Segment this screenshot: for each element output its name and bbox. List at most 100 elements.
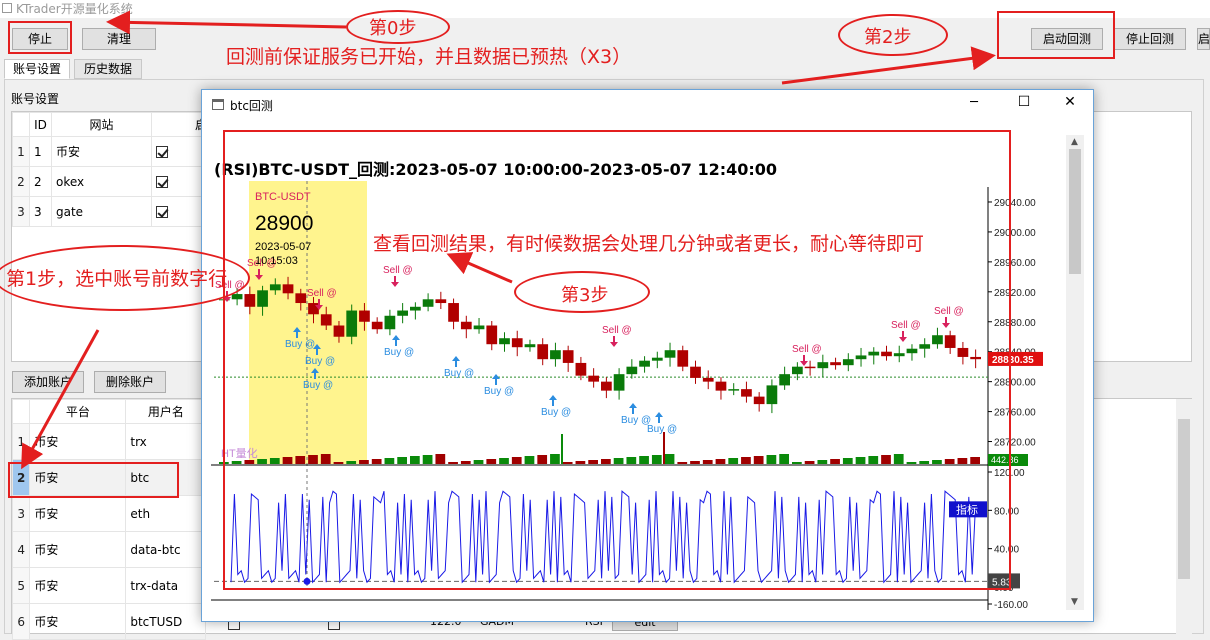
- account-id: 1: [29, 136, 52, 167]
- add-account-button[interactable]: 添加账户: [12, 371, 84, 393]
- tooltip-date: 2023-05-07: [255, 241, 311, 253]
- row-number[interactable]: 1: [11, 423, 31, 460]
- volume-bar: [613, 458, 624, 464]
- row-number[interactable]: 6: [11, 603, 31, 640]
- candle-body: [830, 362, 841, 366]
- tab-account-settings[interactable]: 账号设置: [4, 59, 70, 79]
- start-backtest-button[interactable]: 启动回测: [1031, 28, 1103, 50]
- crosshair-point: [303, 577, 311, 585]
- table-row[interactable]: 3 3 gate: [12, 196, 212, 227]
- stop-button[interactable]: 停止: [12, 28, 68, 50]
- indicator-value: 5.83: [992, 577, 1012, 588]
- volume-bar: [881, 455, 891, 464]
- buy-arrow-icon: [549, 395, 557, 406]
- enabled-checkbox[interactable]: [156, 146, 168, 158]
- candle-body: [550, 350, 561, 360]
- sell-arrow-icon: [315, 299, 323, 310]
- username-cell: trx-data: [125, 567, 207, 604]
- candle-body: [715, 381, 727, 391]
- username-cell: data-btc: [125, 531, 207, 568]
- volume-label: 442.86: [991, 455, 1019, 465]
- table-row[interactable]: 1 币安 trx: [11, 423, 207, 460]
- volume-bar: [448, 462, 458, 464]
- volume-bar: [384, 458, 395, 464]
- clear-button[interactable]: 清理: [82, 28, 156, 50]
- volume-bar: [893, 454, 904, 464]
- maximize-button[interactable]: ☐: [1017, 94, 1031, 110]
- volume-bar: [601, 459, 611, 464]
- table-row[interactable]: 2 币安 btc: [11, 459, 207, 496]
- volume-bar: [511, 457, 522, 464]
- volume-bar: [842, 458, 853, 464]
- backtest-chart[interactable]: 29040.00 29000.00 28960.00 28920.00 28880.00…: [211, 132, 1081, 610]
- indicator-badge: [949, 501, 987, 518]
- sell-signal-label: Sell @: [247, 258, 277, 269]
- col-header-username[interactable]: 用户名: [125, 399, 207, 424]
- sell-arrow-icon: [899, 331, 907, 342]
- buy-signal-label: Buy @: [303, 380, 333, 391]
- volume-bar: [269, 458, 280, 464]
- row-number[interactable]: 3: [11, 495, 31, 532]
- col-header-platform[interactable]: 平台: [29, 399, 127, 424]
- scroll-down-icon[interactable]: ▼: [1071, 597, 1078, 607]
- close-button[interactable]: ✕: [1064, 94, 1076, 110]
- chart-scrollbar[interactable]: ▲ ▼: [1066, 135, 1084, 610]
- minimize-button[interactable]: ─: [970, 95, 978, 110]
- candle-body: [881, 351, 892, 357]
- volume-bar: [639, 456, 649, 464]
- volume-badge: [988, 454, 1028, 466]
- candle-body: [320, 314, 332, 326]
- annotation-ellipse-step3: [514, 271, 650, 313]
- candle-body: [346, 310, 358, 337]
- volume-bar: [663, 432, 665, 464]
- candle-body: [804, 366, 816, 369]
- annotation-step0-text: 回测前保证服务已开始，并且数据已预热（X3）: [226, 46, 632, 68]
- row-number[interactable]: 2: [12, 166, 30, 197]
- user-table-scrollbar[interactable]: [1176, 399, 1192, 634]
- candle-body: [448, 303, 459, 322]
- table-row[interactable]: 2 2 okex: [12, 166, 212, 197]
- volume-bar: [562, 462, 573, 464]
- tab-history-data[interactable]: 历史数据: [74, 59, 142, 79]
- delete-account-button[interactable]: 删除账户: [94, 371, 166, 393]
- y-tick-label: 29000.00: [994, 228, 1036, 239]
- candle-body: [473, 325, 485, 330]
- volume-bar: [715, 459, 726, 464]
- volume-bar: [855, 457, 866, 464]
- platform-cell: 币安: [29, 495, 127, 532]
- stop-backtest-button[interactable]: 停止回测: [1114, 28, 1186, 50]
- candle-body: [410, 306, 421, 311]
- row-number[interactable]: 5: [11, 567, 31, 604]
- extra-button[interactable]: 启: [1197, 28, 1210, 50]
- volume-bar: [346, 461, 357, 464]
- enabled-checkbox[interactable]: [156, 176, 168, 188]
- y-tick-label: 28920.00: [994, 288, 1036, 299]
- row-number[interactable]: 4: [11, 531, 31, 568]
- table-row[interactable]: 5 币安 trx-data: [11, 567, 207, 604]
- col-header-site[interactable]: 网站: [51, 112, 152, 137]
- scroll-thumb[interactable]: [1178, 419, 1190, 579]
- username-cell: trx: [125, 423, 207, 460]
- table-row[interactable]: 1 1 币安: [12, 136, 212, 167]
- col-header-id[interactable]: ID: [29, 112, 52, 137]
- table-row[interactable]: 4 币安 data-btc: [11, 531, 207, 568]
- volume-bar: [702, 460, 713, 464]
- sell-arrow-icon: [255, 269, 263, 280]
- scroll-up-icon[interactable]: ▲: [1071, 137, 1078, 147]
- volume-bar: [651, 455, 662, 464]
- enabled-checkbox[interactable]: [156, 206, 168, 218]
- buy-arrow-icon: [452, 356, 460, 367]
- buy-arrow-icon: [492, 374, 500, 385]
- scroll-thumb[interactable]: [1069, 149, 1081, 274]
- annotation-box-row: [8, 462, 179, 498]
- candle-body: [295, 293, 307, 304]
- corner-cell: [12, 112, 30, 137]
- table-row[interactable]: 3 币安 eth: [11, 495, 207, 532]
- table-row[interactable]: 6 币安 btcTUSD: [11, 603, 207, 640]
- volume-bar: [561, 434, 563, 464]
- sell-signal-label: Sell @: [383, 265, 413, 276]
- row-number[interactable]: 1: [12, 136, 30, 167]
- candle-body: [601, 381, 612, 391]
- row-number[interactable]: 3: [12, 196, 30, 227]
- candle-body: [333, 325, 345, 337]
